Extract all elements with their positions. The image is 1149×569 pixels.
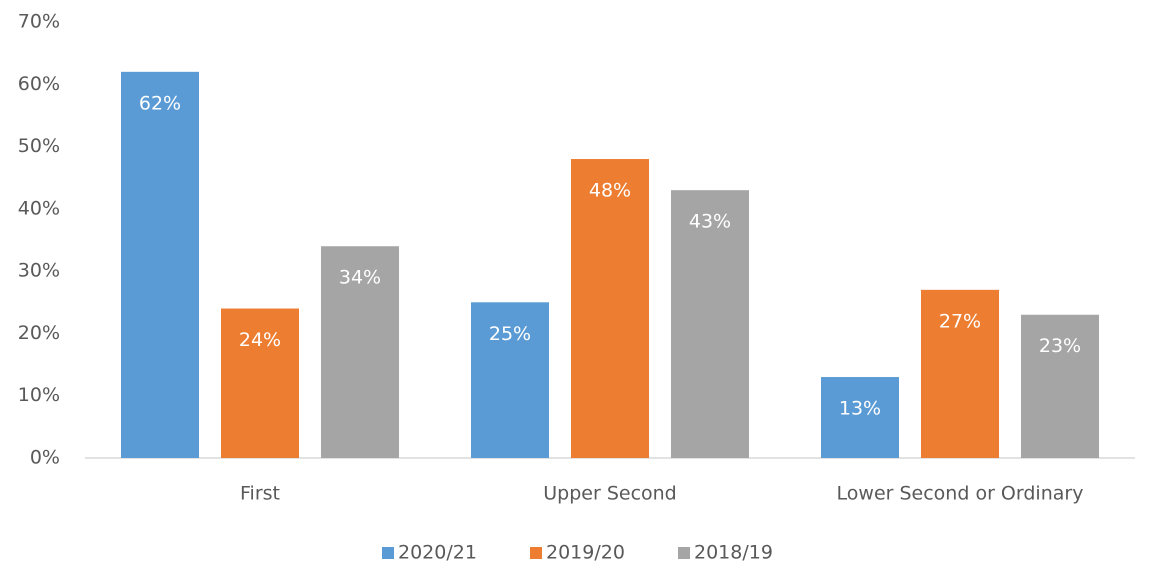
y-tick-label: 50% xyxy=(18,135,60,157)
bar xyxy=(1021,314,1099,458)
y-tick-label: 60% xyxy=(18,73,60,95)
data-label: 13% xyxy=(839,398,881,420)
bar xyxy=(821,377,899,458)
legend-swatch xyxy=(678,547,690,559)
legend-label: 2020/21 xyxy=(398,542,477,564)
data-label: 23% xyxy=(1039,335,1081,357)
data-label: 62% xyxy=(139,92,181,114)
bar xyxy=(121,71,199,458)
bar xyxy=(921,289,999,458)
bar xyxy=(471,302,549,458)
y-tick-label: 20% xyxy=(18,322,60,344)
data-label: 43% xyxy=(689,211,731,233)
bar xyxy=(671,190,749,458)
bar xyxy=(571,159,649,458)
legend-label: 2018/19 xyxy=(694,542,773,564)
legend-swatch xyxy=(382,547,394,559)
legend-swatch xyxy=(530,547,542,559)
y-tick-label: 30% xyxy=(18,260,60,282)
legend-label: 2019/20 xyxy=(546,542,625,564)
data-label: 34% xyxy=(339,267,381,289)
y-tick-label: 40% xyxy=(18,197,60,219)
y-tick-label: 70% xyxy=(18,11,60,33)
data-label: 25% xyxy=(489,323,531,345)
bar xyxy=(321,246,399,458)
data-label: 27% xyxy=(939,310,981,332)
x-tick-label: First xyxy=(240,483,280,505)
x-tick-label: Lower Second or Ordinary xyxy=(837,483,1084,505)
data-label: 48% xyxy=(589,180,631,202)
y-tick-label: 0% xyxy=(30,447,60,469)
y-tick-label: 10% xyxy=(18,384,60,406)
x-tick-label: Upper Second xyxy=(543,483,677,505)
bar xyxy=(221,308,299,458)
data-label: 24% xyxy=(239,329,281,351)
